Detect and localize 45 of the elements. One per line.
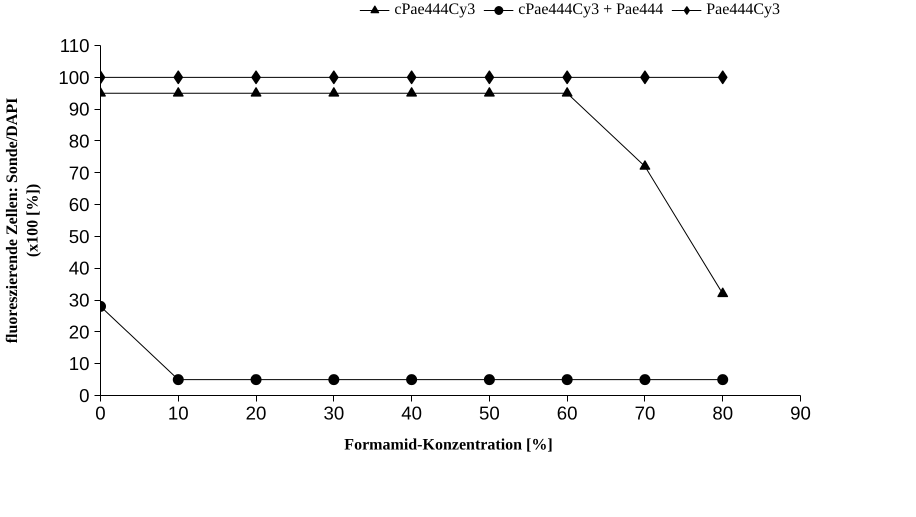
- x-tick-label: 10: [168, 402, 189, 424]
- point: [250, 374, 262, 386]
- point: [718, 70, 728, 84]
- point: [328, 374, 340, 386]
- point: [406, 374, 418, 386]
- y-tick-label: 110: [60, 35, 90, 56]
- point: [639, 374, 650, 386]
- x-tick-label: 0: [95, 402, 106, 424]
- x-tick-label: 80: [712, 402, 734, 424]
- y-tick-label: 40: [68, 258, 90, 279]
- point: [328, 86, 340, 97]
- x-tick-label: 20: [246, 402, 266, 424]
- point: [173, 70, 184, 84]
- x-tick-label: 30: [323, 402, 344, 424]
- x-tick-label: 60: [556, 402, 578, 424]
- legend-label: Pae444Cy3: [706, 1, 780, 19]
- x-tick-label: 50: [479, 402, 500, 424]
- y-tick-label: 80: [68, 130, 90, 152]
- x-tick-label: 90: [790, 402, 811, 424]
- point: [172, 86, 184, 97]
- x-axis-title: Formamid-Konzentration [%]: [344, 436, 553, 454]
- y-tick-label: 10: [68, 353, 90, 374]
- y-axis-title: fluoreszierende Zellen: Sonde/DAPI (x100 [%]): [4, 98, 42, 344]
- point: [250, 86, 262, 97]
- point: [639, 160, 650, 170]
- y-tick-label: 50: [68, 226, 90, 247]
- y-tick-label: 70: [68, 162, 90, 184]
- y-tick-label: 0: [79, 385, 90, 406]
- x-tick-label: 40: [401, 402, 422, 424]
- x-tick-label: 70: [634, 402, 656, 424]
- y-tick-label: 60: [68, 194, 90, 216]
- point: [484, 86, 495, 97]
- y-tick-label: 30: [68, 290, 90, 311]
- y-tick-label: 100: [58, 66, 90, 88]
- y-tick-label: 20: [68, 321, 90, 342]
- point: [406, 86, 418, 97]
- point: [717, 374, 728, 386]
- legend-label: cPae444Cy3: [394, 1, 476, 19]
- point: [484, 374, 495, 386]
- point: [562, 374, 573, 386]
- point: [172, 374, 184, 386]
- legend-label: cPae444Cy3 + Pae444: [518, 1, 664, 19]
- point: [562, 86, 573, 97]
- y-tick-label: 90: [68, 98, 90, 120]
- point: [717, 287, 728, 298]
